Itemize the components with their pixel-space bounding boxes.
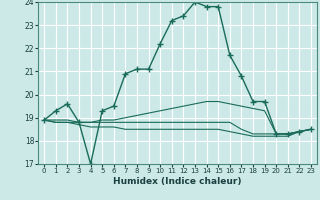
- X-axis label: Humidex (Indice chaleur): Humidex (Indice chaleur): [113, 177, 242, 186]
